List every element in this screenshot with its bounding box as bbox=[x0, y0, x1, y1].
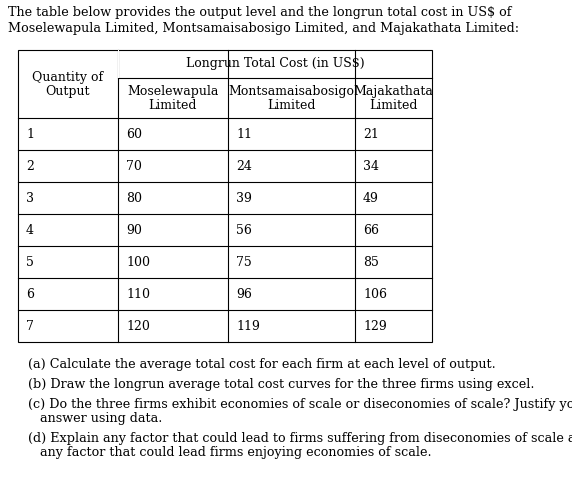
Text: 129: 129 bbox=[363, 320, 387, 332]
Text: 5: 5 bbox=[26, 255, 34, 269]
Text: 6: 6 bbox=[26, 288, 34, 300]
Text: Moselewapula Limited, Montsamaisabosigo Limited, and Majakathata Limited:: Moselewapula Limited, Montsamaisabosigo … bbox=[8, 22, 519, 35]
Text: 110: 110 bbox=[126, 288, 150, 300]
Text: 96: 96 bbox=[236, 288, 252, 300]
Text: 7: 7 bbox=[26, 320, 34, 332]
Text: (d) Explain any factor that could lead to firms suffering from diseconomies of s: (d) Explain any factor that could lead t… bbox=[28, 432, 572, 445]
Bar bbox=[18, 50, 432, 342]
Text: 56: 56 bbox=[236, 223, 252, 237]
Text: any factor that could lead firms enjoying economies of scale.: any factor that could lead firms enjoyin… bbox=[40, 446, 432, 459]
Text: Quantity of: Quantity of bbox=[33, 71, 104, 83]
Text: Longrun Total Cost (in US$): Longrun Total Cost (in US$) bbox=[186, 57, 364, 71]
Text: 1: 1 bbox=[26, 127, 34, 140]
Text: Majakathata: Majakathata bbox=[353, 84, 434, 97]
Text: answer using data.: answer using data. bbox=[40, 412, 162, 425]
Text: Limited: Limited bbox=[370, 98, 418, 112]
Text: 75: 75 bbox=[236, 255, 252, 269]
Text: 21: 21 bbox=[363, 127, 379, 140]
Text: (c) Do the three firms exhibit economies of scale or diseconomies of scale? Just: (c) Do the three firms exhibit economies… bbox=[28, 398, 572, 411]
Text: 3: 3 bbox=[26, 192, 34, 205]
Text: 34: 34 bbox=[363, 160, 379, 172]
Text: Limited: Limited bbox=[267, 98, 316, 112]
Text: 70: 70 bbox=[126, 160, 142, 172]
Text: 11: 11 bbox=[236, 127, 252, 140]
Text: 90: 90 bbox=[126, 223, 142, 237]
Text: (a) Calculate the average total cost for each firm at each level of output.: (a) Calculate the average total cost for… bbox=[28, 358, 496, 371]
Text: 24: 24 bbox=[236, 160, 252, 172]
Text: 85: 85 bbox=[363, 255, 379, 269]
Text: 60: 60 bbox=[126, 127, 142, 140]
Text: Moselewapula: Moselewapula bbox=[128, 84, 219, 97]
Text: 2: 2 bbox=[26, 160, 34, 172]
Text: 39: 39 bbox=[236, 192, 252, 205]
Text: (b) Draw the longrun average total cost curves for the three firms using excel.: (b) Draw the longrun average total cost … bbox=[28, 378, 534, 391]
Text: 120: 120 bbox=[126, 320, 150, 332]
Text: 4: 4 bbox=[26, 223, 34, 237]
Text: 49: 49 bbox=[363, 192, 379, 205]
Bar bbox=[117, 50, 118, 78]
Text: 100: 100 bbox=[126, 255, 150, 269]
Text: Output: Output bbox=[46, 84, 90, 97]
Text: Montsamaisabosigo: Montsamaisabosigo bbox=[228, 84, 355, 97]
Text: The table below provides the output level and the longrun total cost in US$ of: The table below provides the output leve… bbox=[8, 6, 511, 19]
Text: 119: 119 bbox=[236, 320, 260, 332]
Text: 106: 106 bbox=[363, 288, 387, 300]
Text: Limited: Limited bbox=[149, 98, 197, 112]
Text: 66: 66 bbox=[363, 223, 379, 237]
Text: 80: 80 bbox=[126, 192, 142, 205]
